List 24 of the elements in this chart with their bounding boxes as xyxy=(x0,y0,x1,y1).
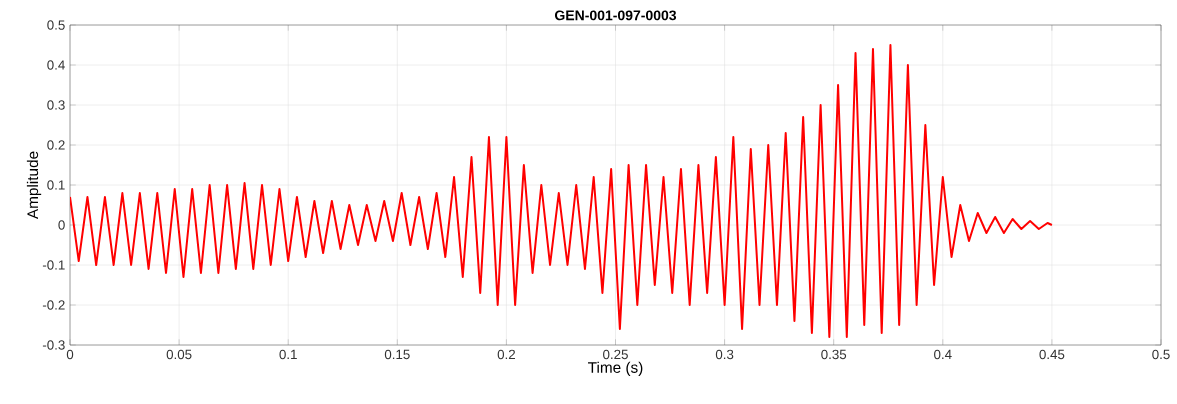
x-tick-label: 0.15 xyxy=(384,349,410,360)
x-tick-label: 0.5 xyxy=(1152,349,1170,360)
y-axis-title: Amplitude xyxy=(26,151,42,220)
x-tick-label: 0.45 xyxy=(1039,349,1065,360)
line-series xyxy=(70,44,1053,338)
chart-title: GEN-001-097-0003 xyxy=(554,10,677,21)
y-tick-label: 0 xyxy=(58,220,65,230)
x-tick-label: 0.2 xyxy=(497,349,516,360)
y-tick-label: 0.2 xyxy=(47,140,65,150)
x-tick-label: 0.1 xyxy=(279,349,297,360)
x-tick-label: 0.35 xyxy=(821,349,847,360)
y-tick-label: -0.1 xyxy=(42,260,65,270)
x-tick-label: 0.3 xyxy=(715,349,734,360)
y-tick-label: 0.3 xyxy=(47,100,65,110)
x-tick-label: 0.25 xyxy=(603,349,628,360)
y-tick-label: 0.1 xyxy=(47,180,65,190)
y-tick-label: 0.4 xyxy=(47,60,65,70)
x-tick-label: 0 xyxy=(66,349,74,360)
x-axis-title: Time (s) xyxy=(588,361,643,376)
y-tick-label: -0.2 xyxy=(42,300,65,310)
y-tick-label: -0.3 xyxy=(42,340,65,350)
x-tick-label: 0.4 xyxy=(934,349,952,360)
y-tick-label: 0.5 xyxy=(47,20,65,30)
x-tick-label: 0.05 xyxy=(166,349,192,360)
